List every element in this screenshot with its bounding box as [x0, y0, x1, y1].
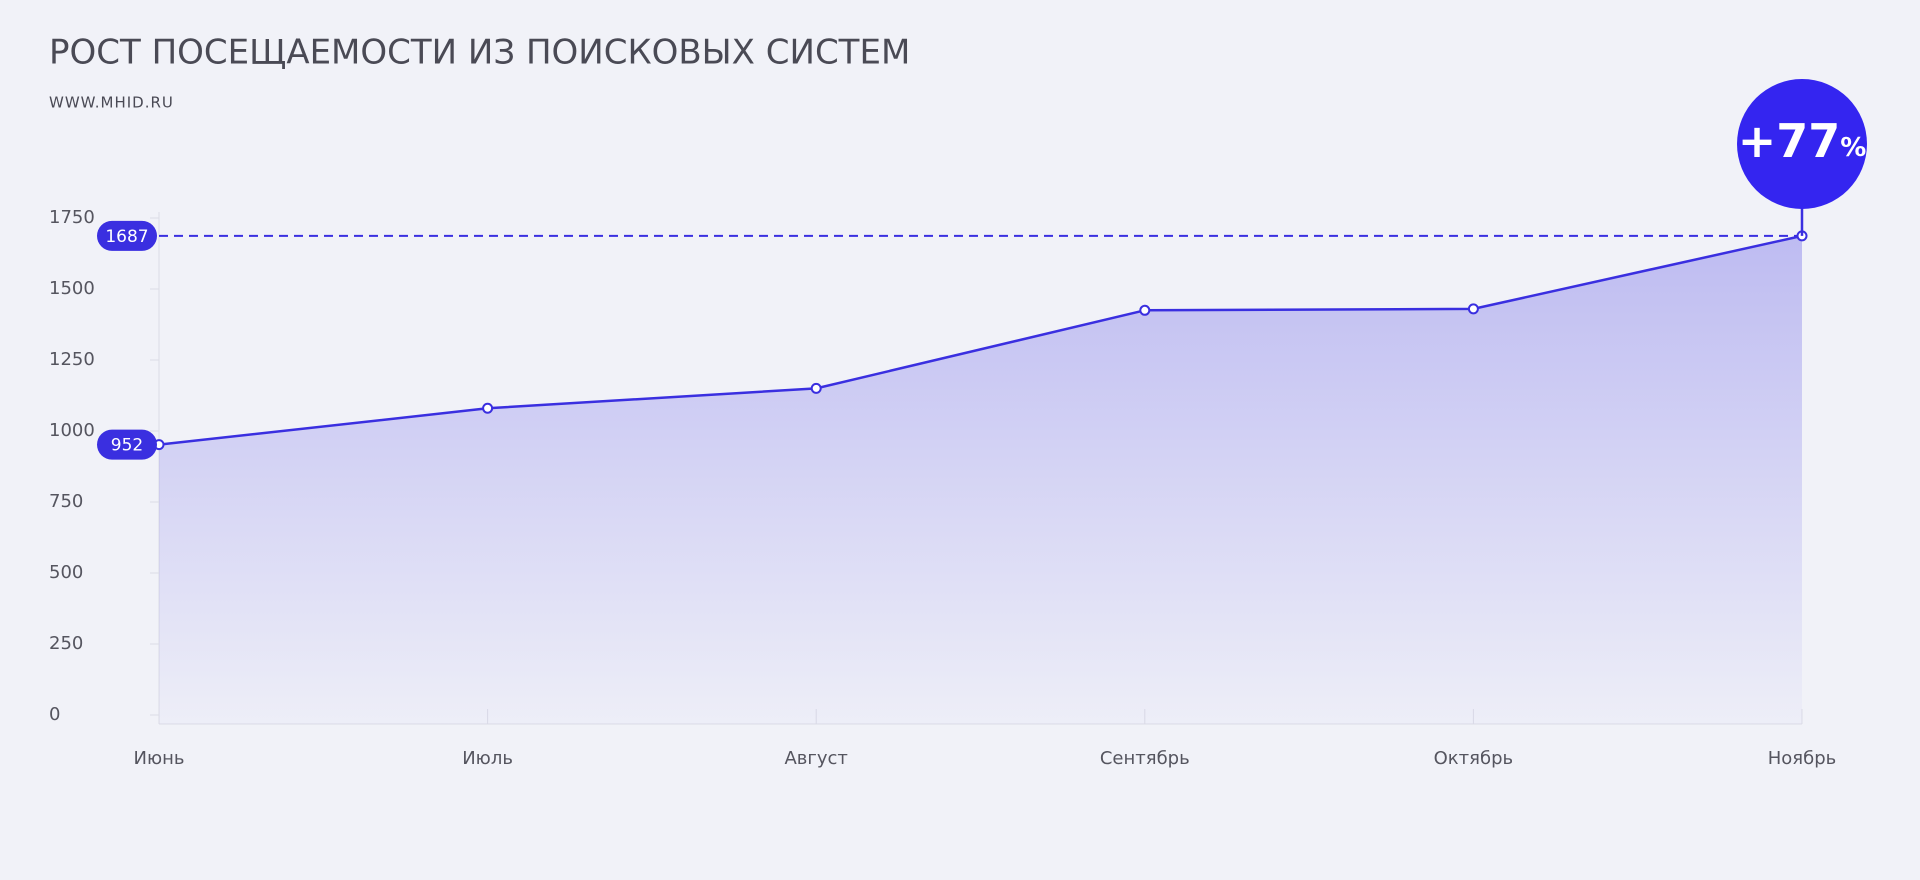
x-tick-label: Июль — [462, 748, 513, 769]
y-tick-label: 500 — [49, 562, 83, 583]
y-tick-label: 1250 — [49, 349, 95, 370]
badge-unit: % — [1840, 133, 1866, 163]
chart-subtitle: WWW.MHID.RU — [49, 94, 174, 112]
value-label-bg — [97, 220, 157, 251]
y-tick-label: 250 — [49, 633, 83, 654]
y-tick-label: 0 — [49, 704, 60, 725]
point — [1139, 304, 1151, 316]
value-label: 1687 — [105, 227, 148, 247]
line — [158, 234, 1803, 446]
value-label: 952 — [111, 436, 143, 456]
badge — [1737, 79, 1867, 209]
y-tick-label: 1500 — [49, 278, 95, 299]
x-tick-label: Ноябрь — [1768, 748, 1837, 769]
area — [159, 235, 1802, 724]
x-tick-label: Сентябрь — [1100, 748, 1190, 769]
badge-number: +77 — [1738, 114, 1841, 168]
point — [810, 382, 822, 394]
y-tick-label: 1750 — [49, 207, 95, 228]
value-label-bg — [97, 429, 157, 460]
y-tick-label: 750 — [49, 491, 83, 512]
x-tick-label: Август — [784, 748, 847, 769]
chart-title: РОСТ ПОСЕЩАЕМОСТИ ИЗ ПОИСКОВЫХ СИСТЕМ — [49, 33, 910, 73]
point — [1467, 303, 1479, 315]
x-tick-label: Июнь — [134, 748, 185, 769]
point — [482, 402, 494, 414]
y-tick-label: 1000 — [49, 420, 95, 441]
badge-text: +77% — [1738, 114, 1867, 168]
x-tick-label: Октябрь — [1434, 748, 1514, 769]
